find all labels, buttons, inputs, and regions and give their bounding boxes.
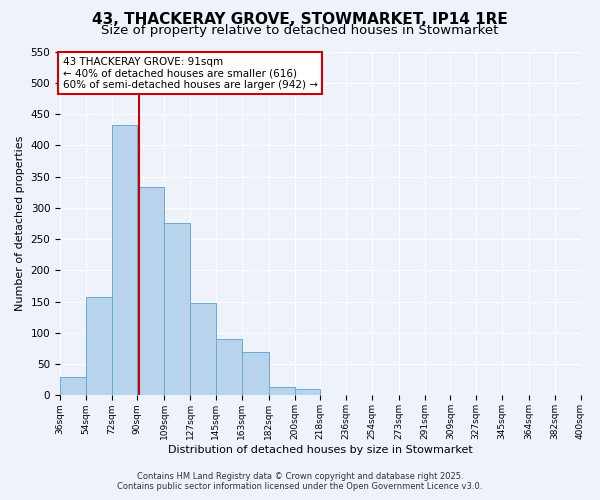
Bar xyxy=(190,303,216,396)
Text: Size of property relative to detached houses in Stowmarket: Size of property relative to detached ho… xyxy=(101,24,499,37)
Bar xyxy=(164,223,190,396)
Bar xyxy=(269,388,295,396)
Bar xyxy=(216,338,242,396)
Bar xyxy=(112,126,137,396)
Text: 43 THACKERAY GROVE: 91sqm
← 40% of detached houses are smaller (616)
60% of semi: 43 THACKERAY GROVE: 91sqm ← 40% of detac… xyxy=(62,56,317,90)
X-axis label: Distribution of detached houses by size in Stowmarket: Distribution of detached houses by size … xyxy=(168,445,473,455)
Text: 43, THACKERAY GROVE, STOWMARKET, IP14 1RE: 43, THACKERAY GROVE, STOWMARKET, IP14 1R… xyxy=(92,12,508,28)
Y-axis label: Number of detached properties: Number of detached properties xyxy=(15,136,25,311)
Bar xyxy=(242,352,269,396)
Bar xyxy=(86,298,112,396)
Bar xyxy=(295,389,320,396)
Text: Contains HM Land Registry data © Crown copyright and database right 2025.
Contai: Contains HM Land Registry data © Crown c… xyxy=(118,472,482,491)
Bar xyxy=(137,187,164,396)
Bar xyxy=(60,378,86,396)
